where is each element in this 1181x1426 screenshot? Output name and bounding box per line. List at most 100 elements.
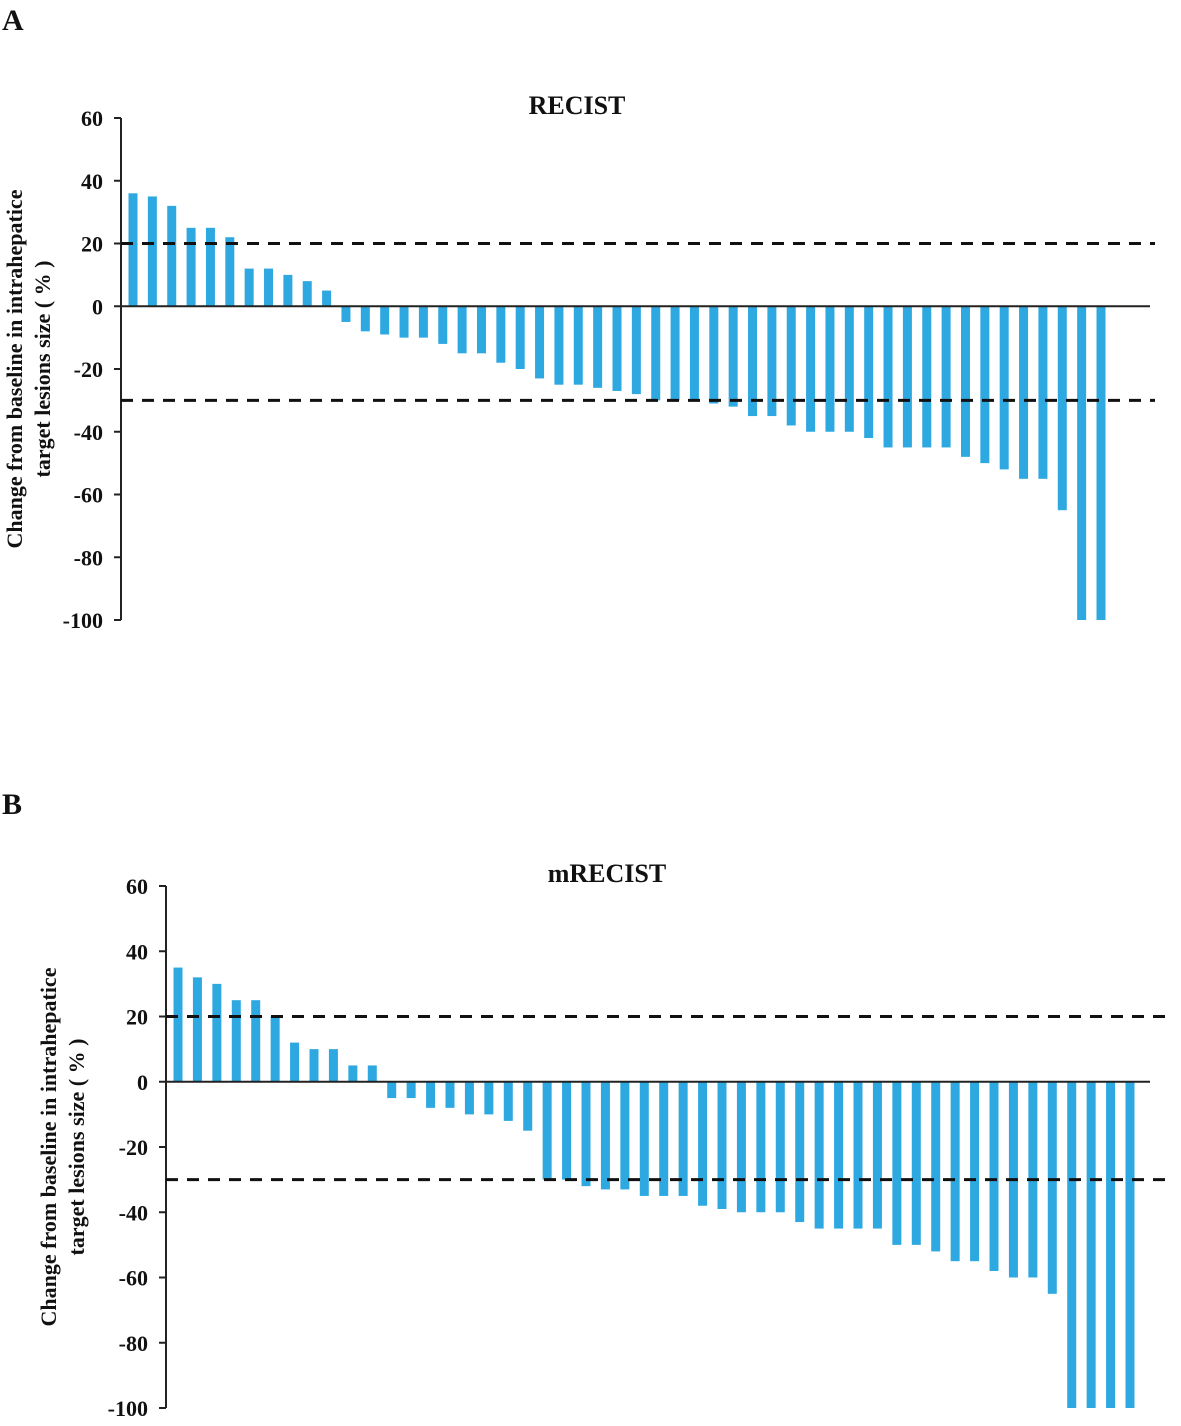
bar xyxy=(748,306,758,417)
bar xyxy=(399,306,409,338)
bar xyxy=(438,306,448,344)
bar xyxy=(173,967,183,1082)
bar xyxy=(457,306,467,354)
y-tick-label: -80 xyxy=(119,1331,148,1356)
bar xyxy=(367,1065,377,1082)
y-tick-label: 60 xyxy=(126,874,148,899)
recist-waterfall-chart: RECIST Change from baseline in intrahepat… xyxy=(2,91,1155,633)
bar xyxy=(496,306,506,363)
bar xyxy=(814,1081,824,1229)
y-tick-label: -40 xyxy=(119,1200,148,1225)
bar xyxy=(418,306,428,338)
bar xyxy=(736,1081,746,1213)
panel-label-b: B xyxy=(2,788,23,821)
y-tick-label: -80 xyxy=(74,545,103,570)
bar xyxy=(698,1081,708,1206)
bar xyxy=(573,306,583,385)
y-tick-label: 0 xyxy=(137,1070,148,1095)
bar xyxy=(864,306,874,439)
bar xyxy=(593,306,603,388)
bar xyxy=(941,306,951,448)
bar xyxy=(872,1081,882,1229)
bar xyxy=(1038,306,1048,479)
bar xyxy=(554,306,564,385)
bar xyxy=(922,306,932,448)
bar xyxy=(542,1081,552,1180)
bar xyxy=(670,306,680,401)
bar xyxy=(1077,306,1087,620)
bar xyxy=(1067,1081,1077,1408)
bar xyxy=(476,306,486,354)
bar xyxy=(535,306,545,379)
y-tick-label: 40 xyxy=(126,939,148,964)
mrecist-waterfall-chart: mRECIST Change from baseline in intrahepa… xyxy=(36,859,1172,1421)
y-tick-label: 60 xyxy=(81,106,103,131)
y-tick-label: 20 xyxy=(126,1005,148,1030)
bar xyxy=(348,1065,358,1082)
bar xyxy=(328,1049,338,1082)
bar xyxy=(322,290,332,307)
y-tick-label: 20 xyxy=(81,232,103,257)
bar xyxy=(1086,1081,1096,1408)
bar xyxy=(844,306,854,432)
bar xyxy=(147,196,157,307)
bar xyxy=(192,977,202,1082)
bar xyxy=(426,1081,436,1108)
bar xyxy=(950,1081,960,1262)
bar xyxy=(600,1081,610,1190)
bar xyxy=(631,306,641,395)
bar xyxy=(515,306,525,369)
bar xyxy=(834,1081,844,1229)
bar xyxy=(612,306,622,391)
bar xyxy=(309,1049,319,1082)
y-tick-label: -60 xyxy=(119,1266,148,1291)
bar xyxy=(341,306,351,322)
bar xyxy=(225,237,235,307)
bar xyxy=(360,306,370,332)
bar xyxy=(1019,306,1029,479)
bar xyxy=(581,1081,591,1187)
bar xyxy=(709,306,719,404)
y-tick-label: -20 xyxy=(119,1135,148,1160)
bar xyxy=(1047,1081,1057,1294)
y-tick-label: -100 xyxy=(63,608,103,633)
bar xyxy=(902,306,912,448)
bar xyxy=(1106,1081,1116,1408)
bar xyxy=(1096,306,1106,620)
bar xyxy=(883,306,893,448)
chart-title: RECIST xyxy=(529,91,626,120)
bar xyxy=(406,1081,416,1099)
bar xyxy=(989,1081,999,1271)
bar xyxy=(1057,306,1067,511)
bar xyxy=(795,1081,805,1223)
y-axis-label-line: target lesions size ( % ) xyxy=(64,1039,89,1256)
y-axis-label-line: Change from baseline in intrahepatice xyxy=(2,189,27,548)
bar xyxy=(251,1000,261,1082)
y-tick-label: 40 xyxy=(81,169,103,194)
y-axis-label-line: Change from baseline in intrahepatice xyxy=(36,967,61,1326)
bar xyxy=(128,193,138,307)
bar xyxy=(387,1081,397,1099)
y-tick-label: -40 xyxy=(74,420,103,445)
bar xyxy=(562,1081,572,1180)
panel-label-a: A xyxy=(2,4,24,37)
y-tick-label: -60 xyxy=(74,483,103,508)
bar xyxy=(911,1081,921,1245)
bar xyxy=(620,1081,630,1190)
y-tick-label: -20 xyxy=(74,357,103,382)
bar xyxy=(825,306,835,432)
bar xyxy=(806,306,816,432)
bar xyxy=(970,1081,980,1262)
bar xyxy=(756,1081,766,1213)
bar xyxy=(853,1081,863,1229)
bar xyxy=(728,306,738,407)
bar xyxy=(1125,1081,1135,1408)
bar xyxy=(231,1000,241,1082)
bar xyxy=(186,227,196,307)
bar xyxy=(503,1081,513,1121)
bar xyxy=(283,274,293,307)
bar xyxy=(464,1081,474,1115)
bar xyxy=(523,1081,533,1131)
bar xyxy=(931,1081,941,1252)
bar xyxy=(689,306,699,401)
